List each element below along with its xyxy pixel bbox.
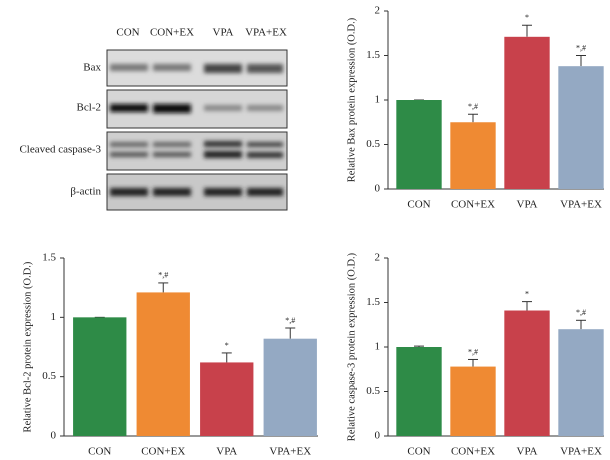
bar [558,66,604,189]
y-tick-label: 0.5 [366,138,380,150]
bands [110,64,283,196]
y-tick-label: 1 [375,94,381,106]
y-tick-label: 0 [375,430,381,442]
blot-panel [106,131,288,171]
blot-row-label: β-actin [70,186,101,198]
annotation: *,# [285,316,295,325]
y-tick-label: 1.5 [42,252,56,264]
x-tick-label: CON+EX [451,199,495,211]
x-tick-label: CON [407,446,430,458]
bar [263,338,317,436]
annotation: *,# [468,102,478,111]
bar [504,36,550,190]
bar [450,366,496,436]
bar [73,317,127,436]
y-tick-label: 0.5 [42,370,56,382]
x-tick-label: CON+EX [141,446,185,458]
blot-column-label: CON [116,27,139,39]
blot-column-label: VPA [213,27,234,39]
annotation: *,# [158,271,168,280]
x-tick-label: CON [88,446,111,458]
x-tick-label: CON [407,199,430,211]
y-tick-label: 1.5 [366,296,380,308]
annotation: * [225,341,229,350]
blot-row-label: Bax [83,62,101,74]
x-tick-label: VPA+EX [560,199,602,211]
y-tick-label: 2 [375,252,381,264]
bar [396,100,442,189]
annotation: *,# [576,308,586,317]
y-tick-label: 0 [375,183,381,195]
annotation: *,# [576,43,586,52]
y-tick-label: 1 [51,311,57,323]
x-tick-label: VPA+EX [560,446,602,458]
y-axis-label: Relative Bcl-2 protein expression (O.D.) [22,261,33,432]
bar [136,292,190,436]
blot-column-label: CON+EX [150,27,194,39]
bar [450,122,496,189]
y-axis-label: Relative caspase-3 protein expression (O… [346,252,357,441]
y-tick-label: 1 [375,341,381,353]
bar [504,310,550,436]
annotation: * [525,13,529,22]
x-tick-label: VPA [517,199,538,211]
y-tick-label: 1.5 [366,49,380,61]
blot-row-label: Bcl-2 [77,102,101,114]
blot [106,49,288,211]
annotation: *,# [468,347,478,356]
bar [558,329,604,436]
bar [396,347,442,436]
x-tick-label: CON+EX [451,446,495,458]
x-tick-label: VPA [517,446,538,458]
blot-column-label: VPA+EX [245,27,287,39]
x-tick-label: VPA+EX [269,446,311,458]
x-tick-label: VPA [216,446,237,458]
y-tick-label: 0.5 [366,385,380,397]
y-tick-label: 0 [51,430,57,442]
annotation: * [525,289,529,298]
y-tick-label: 2 [375,5,381,17]
bar [200,362,254,436]
blot-row-label: Cleaved caspase-3 [19,144,101,156]
y-axis-label: Relative Bax protein expression (O.D.) [346,17,357,182]
